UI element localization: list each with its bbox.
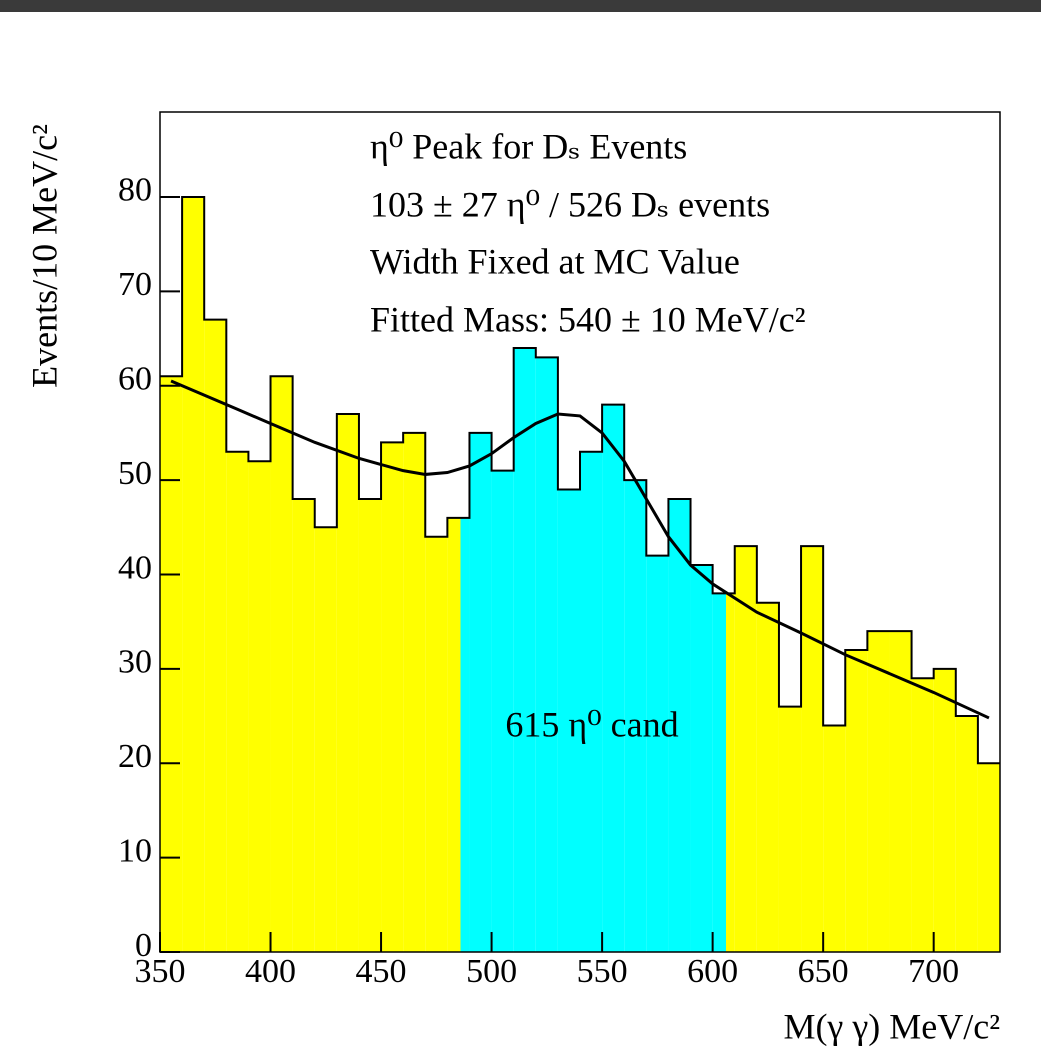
bar <box>977 763 1000 952</box>
bar <box>248 461 271 952</box>
x-axis-label: M(γ γ) MeV/c² <box>783 1006 1000 1046</box>
annotation: η⁰ Peak for Dₛ Events <box>370 126 687 166</box>
bar <box>646 555 669 952</box>
bar <box>867 631 890 952</box>
bar <box>734 546 757 952</box>
y-tick-label: 70 <box>118 266 152 303</box>
y-axis-label: Events/10 MeV/c² <box>24 124 64 388</box>
bar <box>447 517 470 952</box>
y-tick-label: 20 <box>118 738 152 775</box>
bar <box>491 470 514 952</box>
bar <box>955 716 978 952</box>
bar <box>292 498 315 952</box>
bar <box>314 527 337 952</box>
region-label: 615 η⁰ cand <box>505 704 678 744</box>
bar <box>425 536 448 952</box>
bar <box>845 649 868 952</box>
x-tick-label: 450 <box>356 953 407 990</box>
bar <box>668 498 691 952</box>
top-bar <box>0 0 1041 12</box>
y-tick-label: 80 <box>118 172 152 209</box>
bar <box>182 196 205 952</box>
bar <box>513 347 536 952</box>
bar <box>204 319 227 952</box>
y-tick-label: 30 <box>118 644 152 681</box>
bar <box>226 451 249 952</box>
fit-curve <box>170 379 990 720</box>
x-tick-label: 650 <box>798 953 849 990</box>
y-tick-label: 10 <box>118 832 152 869</box>
bar <box>557 489 580 952</box>
x-tick-label: 550 <box>577 953 628 990</box>
plot-area: 0 10 20 30 40 50 60 70 80 350 400 450 500 550 600 650 70… <box>118 111 1001 990</box>
bar <box>889 631 912 952</box>
x-tick-label: 700 <box>908 953 959 990</box>
x-tick-label: 350 <box>135 953 186 990</box>
frame <box>159 111 1001 953</box>
bar <box>336 414 359 952</box>
y-tick-label: 40 <box>118 549 152 586</box>
annotation: 103 ± 27 η⁰ / 526 Dₛ events <box>370 184 770 224</box>
bar <box>911 678 934 952</box>
bar <box>778 706 802 952</box>
bar <box>756 602 779 952</box>
bar <box>160 376 183 952</box>
y-tick-label: 0 <box>135 927 152 964</box>
bar <box>403 432 426 952</box>
histogram-outline <box>160 195 1000 765</box>
bar <box>270 376 293 952</box>
bar <box>712 593 735 952</box>
x-tick-label: 400 <box>245 953 296 990</box>
bar <box>580 451 603 952</box>
bar <box>801 546 824 952</box>
annotation: Width Fixed at MC Value <box>370 241 740 281</box>
bar <box>602 404 625 953</box>
bar <box>624 480 647 952</box>
x-tick-label: 500 <box>466 953 517 990</box>
bar <box>469 432 492 952</box>
x-tick-label: 600 <box>687 953 738 990</box>
bar <box>358 498 382 952</box>
bar <box>690 565 713 952</box>
y-tick-label: 60 <box>118 361 152 398</box>
bar <box>381 442 404 952</box>
bar <box>535 357 558 952</box>
y-tick-label: 50 <box>118 455 152 492</box>
bar <box>933 668 956 952</box>
bar <box>823 725 846 952</box>
annotation: Fitted Mass: 540 ± 10 MeV/c² <box>370 299 806 339</box>
